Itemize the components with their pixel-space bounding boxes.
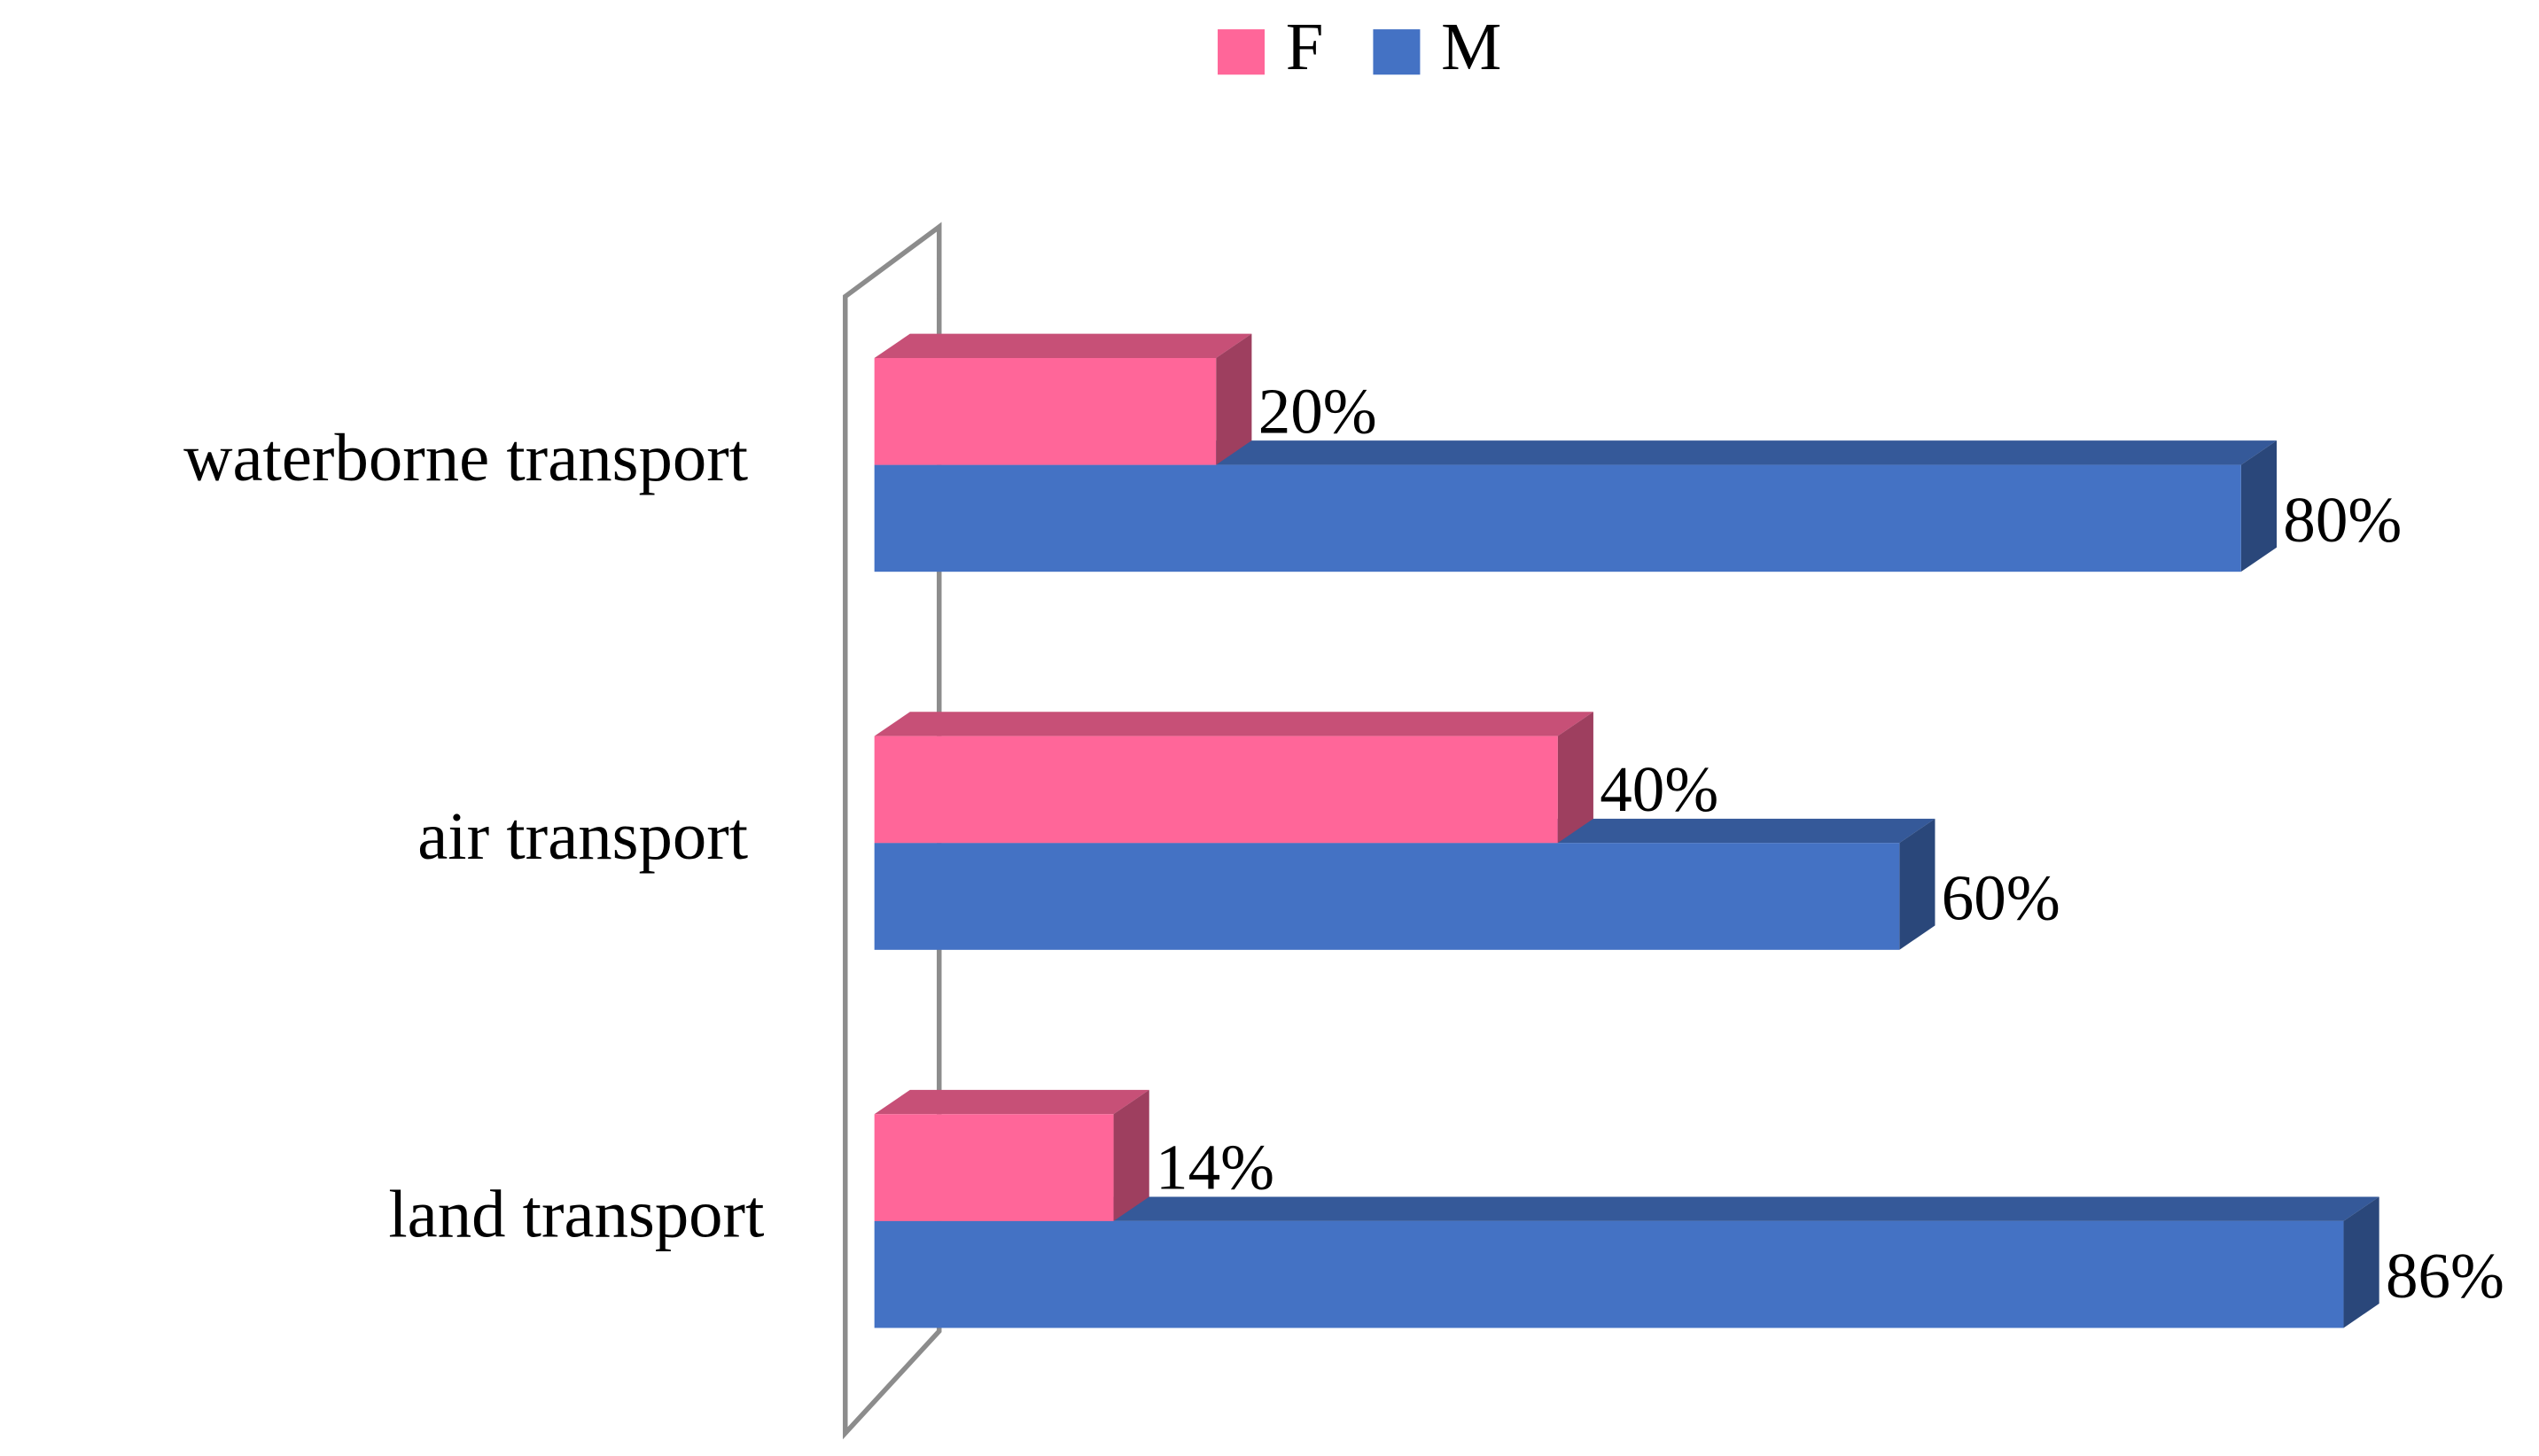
category-label: waterborne transport	[183, 420, 748, 495]
axis-wall	[843, 222, 942, 1440]
bar	[874, 464, 2241, 572]
bar-top	[874, 1196, 2379, 1221]
bar	[874, 357, 1217, 465]
bar-top	[874, 333, 1252, 358]
data-label: 86%	[2386, 1240, 2504, 1312]
bar-side	[1113, 1089, 1149, 1221]
bar-side	[1899, 818, 1935, 950]
bar	[874, 736, 1558, 844]
data-label: 80%	[2283, 484, 2402, 556]
bar-top	[874, 712, 1593, 736]
legend-swatch	[1218, 29, 1266, 75]
bar	[874, 1114, 1114, 1221]
bar-side	[2240, 440, 2277, 572]
bar-top	[874, 1089, 1149, 1115]
bar	[874, 843, 1900, 950]
data-label: 14%	[1156, 1132, 1274, 1203]
data-label: 60%	[1942, 861, 2060, 933]
data-label: 40%	[1600, 753, 1718, 825]
data-label: 20%	[1258, 375, 1377, 447]
bar-side	[1216, 333, 1252, 465]
category-label: land transport	[388, 1176, 764, 1251]
category-label: air transport	[417, 798, 748, 874]
legend-label: F	[1286, 9, 1324, 84]
legend-swatch	[1373, 29, 1421, 75]
legend-label: M	[1441, 9, 1501, 84]
bar-side	[2343, 1196, 2379, 1328]
bar-side	[1557, 712, 1593, 844]
bar	[874, 1220, 2344, 1328]
